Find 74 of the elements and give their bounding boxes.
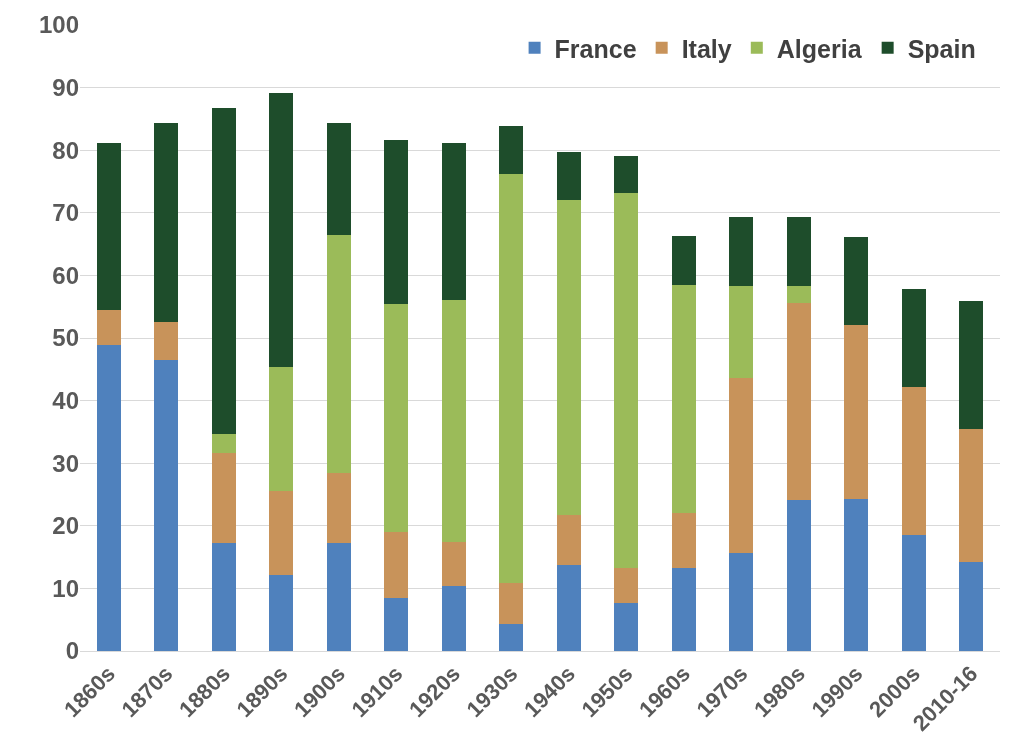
bar — [671, 284, 696, 513]
y-tick-label: 90 — [52, 74, 79, 101]
bar — [326, 123, 351, 235]
y-tick-label: 70 — [52, 199, 79, 227]
bar — [499, 126, 524, 174]
legend-label: France — [554, 34, 637, 63]
bar — [556, 152, 581, 200]
bar — [96, 310, 121, 345]
bar — [671, 567, 696, 651]
bar — [211, 453, 236, 543]
bar — [499, 624, 524, 651]
bar — [844, 237, 869, 325]
bar — [556, 515, 581, 566]
bar — [614, 192, 639, 568]
bar — [729, 216, 754, 287]
bar — [959, 429, 984, 563]
bar — [499, 583, 524, 625]
legend-label: Algeria — [776, 34, 863, 63]
bar — [671, 235, 696, 285]
y-tick-label: 0 — [65, 637, 79, 665]
legend-label: Spain — [907, 34, 976, 63]
bar — [384, 139, 409, 305]
bar — [556, 565, 581, 651]
bar — [96, 142, 121, 311]
bar — [959, 301, 984, 430]
y-tick-label: 100 — [38, 11, 79, 39]
bar — [729, 553, 754, 651]
y-tick-label: 30 — [52, 449, 79, 477]
bar — [614, 155, 639, 193]
bar — [844, 498, 869, 651]
bar — [269, 490, 294, 576]
bar — [786, 500, 811, 651]
bar — [211, 542, 236, 651]
bar — [499, 173, 524, 584]
bar — [786, 216, 811, 287]
bar — [729, 286, 754, 379]
bar — [154, 359, 179, 651]
bar — [384, 304, 409, 533]
y-tick-label: 60 — [52, 261, 79, 289]
bar — [441, 299, 466, 543]
bar — [901, 387, 926, 535]
bar — [441, 142, 466, 300]
y-tick-label: 80 — [52, 136, 79, 164]
bar — [729, 378, 754, 554]
bar — [384, 532, 409, 599]
bar — [154, 123, 179, 322]
y-tick-label: 50 — [52, 324, 79, 352]
bar — [441, 542, 466, 586]
bar — [211, 433, 236, 454]
bar — [786, 286, 811, 303]
bar — [614, 567, 639, 603]
y-tick-label: 20 — [52, 512, 79, 540]
bar — [614, 602, 639, 651]
bar — [154, 321, 179, 360]
bar — [671, 512, 696, 568]
bar — [326, 542, 351, 651]
bar — [326, 234, 351, 474]
bar — [901, 289, 926, 388]
bar — [96, 344, 121, 651]
y-tick-label: 40 — [52, 387, 79, 414]
bar — [441, 585, 466, 651]
legend-label: Italy — [681, 34, 732, 63]
bar — [269, 367, 294, 491]
bar — [901, 534, 926, 651]
bar — [211, 108, 236, 434]
bar — [269, 93, 294, 368]
bar — [959, 562, 984, 651]
bar — [786, 302, 811, 501]
y-tick-label: 10 — [52, 574, 79, 602]
bar — [326, 473, 351, 543]
bar — [384, 598, 409, 651]
bar — [556, 199, 581, 516]
bar — [844, 324, 869, 499]
bar — [269, 575, 294, 651]
